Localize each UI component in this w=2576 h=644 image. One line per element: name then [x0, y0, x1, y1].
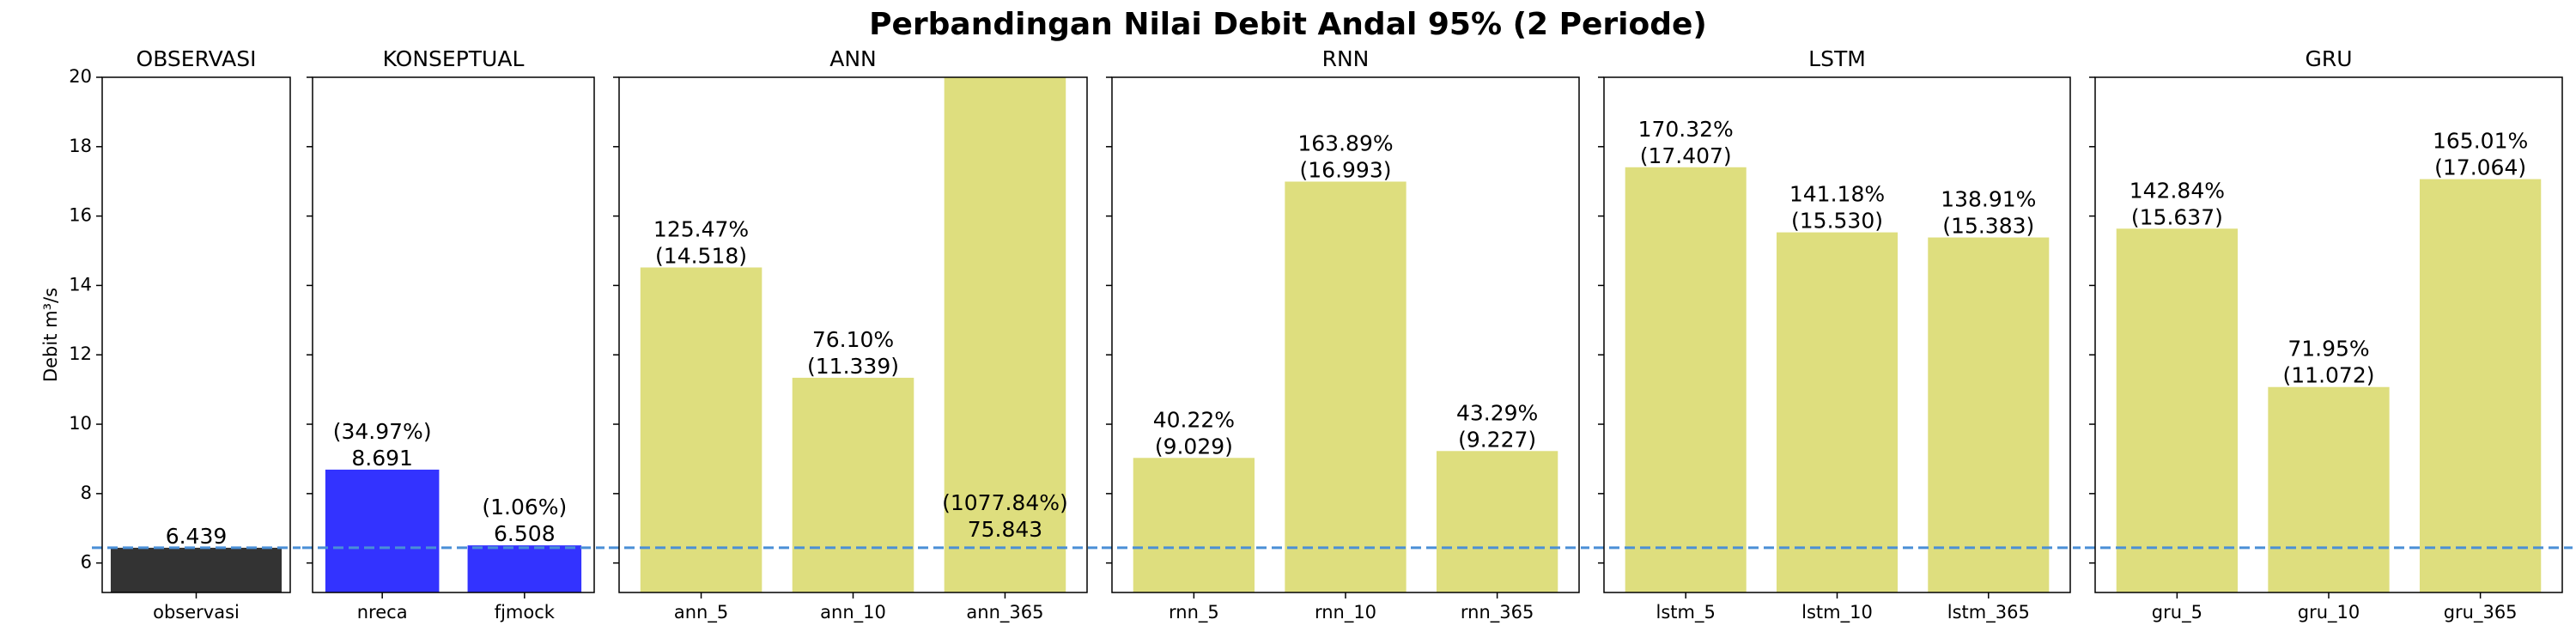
x-tick-label: fjmock	[495, 602, 556, 623]
bar	[110, 547, 283, 592]
axes-frame	[312, 76, 595, 593]
bar	[1436, 451, 1558, 592]
x-tick-label: rnn_365	[1461, 602, 1534, 623]
y-tick-label: 20	[69, 66, 92, 87]
axes-frame	[1603, 76, 2071, 593]
bars	[1625, 167, 2050, 592]
bar	[1285, 181, 1406, 592]
value-label: 76.10% (11.339)	[807, 327, 899, 379]
y-tick-label: 18	[69, 136, 92, 156]
y-tick-label: 12	[69, 343, 92, 364]
x-tick-label: ann_10	[820, 602, 886, 623]
value-label: 141.18% (15.530)	[1789, 182, 1885, 234]
bar	[2116, 228, 2239, 592]
panel-title: LSTM	[1808, 46, 1866, 71]
y-tick-label: 10	[69, 413, 92, 434]
panel-title: OBSERVASI	[137, 46, 257, 71]
x-tick-label: ann_5	[674, 602, 728, 623]
x-tick-label: gru_10	[2298, 602, 2360, 623]
x-tick-label: lstm_10	[1801, 602, 1873, 623]
value-label: (1.06%) 6.508	[482, 495, 567, 546]
x-tick-label: gru_5	[2152, 602, 2202, 623]
value-label: (1077.84%) 75.843	[942, 490, 1068, 542]
bar	[1928, 237, 2050, 592]
value-label: 163.89% (16.993)	[1297, 131, 1393, 182]
bar	[944, 77, 1066, 592]
bar	[1625, 167, 1747, 592]
bars	[1133, 181, 1558, 592]
value-label: 165.01% (17.064)	[2433, 129, 2528, 180]
bar	[467, 545, 582, 592]
bar	[2268, 386, 2390, 592]
x-tick-label: lstm_365	[1947, 602, 2030, 623]
bars	[2116, 179, 2542, 592]
value-label: 170.32% (17.407)	[1638, 117, 1734, 168]
axes-frame	[101, 76, 291, 593]
value-label: 125.47% (14.518)	[653, 216, 749, 268]
bar	[1133, 458, 1255, 592]
value-label: 138.91% (15.383)	[1941, 187, 2036, 239]
y-tick-label: 6	[81, 552, 92, 573]
bar	[640, 267, 762, 592]
axes-frame	[618, 76, 1088, 593]
value-label: 142.84% (15.637)	[2129, 178, 2225, 229]
x-tick-label: rnn_10	[1315, 602, 1376, 623]
value-label: 43.29% (9.227)	[1456, 400, 1538, 452]
x-tick-label: rnn_5	[1169, 602, 1219, 623]
y-axis-label: Debit m³/s	[40, 288, 61, 382]
x-tick-label: nreca	[357, 602, 408, 623]
y-tick-label: 8	[81, 483, 92, 503]
value-label: 40.22% (9.029)	[1153, 407, 1235, 459]
value-label: (34.97%) 8.691	[333, 419, 432, 471]
bars	[325, 469, 582, 592]
axes-frame	[2094, 76, 2563, 593]
bars	[110, 547, 283, 592]
y-tick-label: 16	[69, 205, 92, 226]
bar	[2419, 179, 2542, 592]
value-label: 71.95% (11.072)	[2283, 337, 2375, 388]
axes-frame	[1111, 76, 1580, 593]
bar	[1776, 232, 1899, 592]
bar	[792, 377, 914, 592]
panel-title: KONSEPTUAL	[383, 46, 525, 71]
x-tick-label: ann_365	[966, 602, 1043, 623]
x-tick-label: lstm_5	[1656, 602, 1716, 623]
value-label: 6.439	[166, 524, 228, 549]
panel-title: RNN	[1322, 46, 1370, 71]
x-tick-label: observasi	[153, 602, 240, 623]
x-tick-label: gru_365	[2444, 602, 2518, 623]
chart-title: Perbandingan Nilai Debit Andal 95% (2 Pe…	[869, 7, 1707, 42]
bars	[640, 77, 1066, 592]
panel-title: ANN	[829, 46, 877, 71]
bar	[325, 469, 440, 592]
panel-title: GRU	[2305, 46, 2352, 71]
y-tick-label: 14	[69, 274, 92, 295]
